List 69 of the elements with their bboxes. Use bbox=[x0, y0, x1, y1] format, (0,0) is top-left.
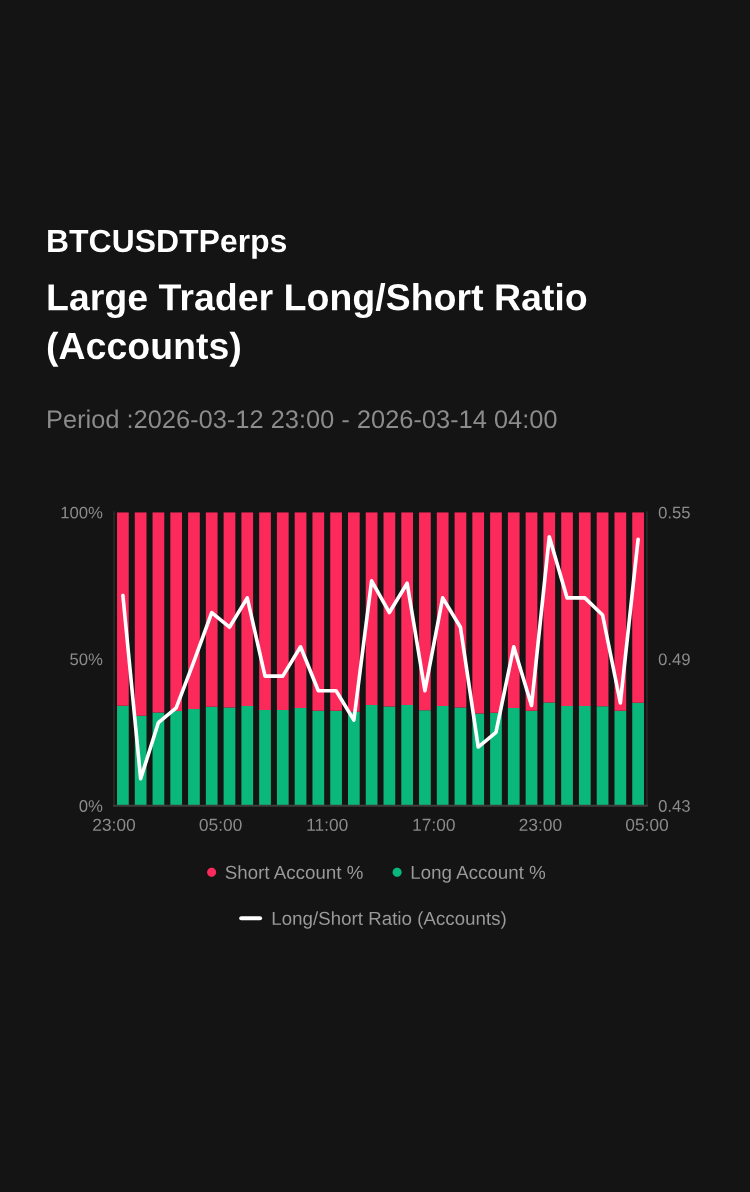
bar bbox=[117, 705, 129, 806]
bar bbox=[347, 512, 360, 712]
bar bbox=[312, 512, 325, 711]
bar bbox=[578, 512, 591, 706]
bar bbox=[365, 705, 378, 806]
x-tick-label: 05:00 bbox=[199, 818, 242, 831]
bar bbox=[401, 705, 414, 806]
x-tick-label: 05:00 bbox=[625, 818, 669, 831]
bar bbox=[241, 512, 254, 706]
bar bbox=[383, 512, 396, 707]
y-tick-label: 0% bbox=[79, 800, 103, 812]
y2-tick-label: 0.55 bbox=[658, 506, 690, 519]
y2-tick-label: 0.43 bbox=[658, 800, 690, 812]
bar bbox=[241, 705, 254, 806]
legend-label: Short Account % bbox=[225, 865, 363, 880]
line-series bbox=[121, 534, 640, 781]
bar bbox=[401, 512, 414, 706]
x-tick-label: 23:00 bbox=[519, 818, 562, 831]
x-tick-label: 11:00 bbox=[307, 818, 348, 831]
bar bbox=[223, 707, 236, 806]
chart-title: Large Trader Long/Short Ratio (Accounts) bbox=[47, 283, 587, 367]
bar bbox=[223, 512, 236, 708]
bar bbox=[276, 512, 289, 711]
bar bbox=[383, 706, 396, 806]
bar bbox=[330, 512, 342, 711]
text: BTCUSDTPerps bbox=[48, 229, 287, 259]
bar bbox=[294, 512, 307, 708]
y2-tick-label: 0.49 bbox=[658, 653, 690, 666]
bar bbox=[276, 710, 289, 806]
bar bbox=[312, 710, 325, 806]
bar bbox=[632, 702, 644, 806]
bar bbox=[578, 705, 591, 806]
bar bbox=[347, 711, 360, 806]
bar bbox=[259, 512, 271, 711]
bar bbox=[454, 707, 467, 806]
bar bbox=[614, 710, 627, 806]
y-tick-label: 50% bbox=[70, 653, 103, 666]
bar bbox=[170, 710, 183, 806]
legend-label: Long/Short Ratio (Accounts) bbox=[272, 911, 506, 929]
x-tick-label: 17:00 bbox=[413, 818, 455, 831]
bar bbox=[205, 706, 218, 806]
bar bbox=[490, 712, 502, 806]
legend-label: Long Account % bbox=[411, 865, 546, 883]
bar bbox=[632, 512, 644, 703]
bar bbox=[472, 512, 485, 714]
bar bbox=[330, 710, 342, 806]
bar bbox=[525, 710, 538, 806]
bar bbox=[134, 512, 147, 716]
chart-subtitle: Period :2026-03-12 23:00 - 2026-03-14 04:00 bbox=[48, 409, 557, 429]
bar bbox=[543, 702, 556, 806]
bar bbox=[561, 705, 573, 806]
bar bbox=[419, 512, 431, 711]
bar bbox=[259, 710, 271, 806]
bar bbox=[170, 512, 183, 711]
bar bbox=[596, 706, 609, 806]
bar bbox=[188, 512, 200, 709]
bar bbox=[419, 710, 431, 806]
bar bbox=[152, 512, 165, 713]
bar bbox=[490, 512, 502, 713]
y-tick-label: 100% bbox=[61, 506, 103, 519]
bar bbox=[436, 512, 449, 706]
bar bbox=[205, 512, 218, 707]
bar bbox=[507, 708, 520, 806]
x-tick-label: 23:00 bbox=[93, 818, 136, 831]
bar bbox=[507, 512, 520, 708]
bar bbox=[294, 708, 307, 806]
bar bbox=[561, 512, 573, 706]
bar bbox=[188, 708, 200, 806]
bar bbox=[436, 705, 449, 806]
